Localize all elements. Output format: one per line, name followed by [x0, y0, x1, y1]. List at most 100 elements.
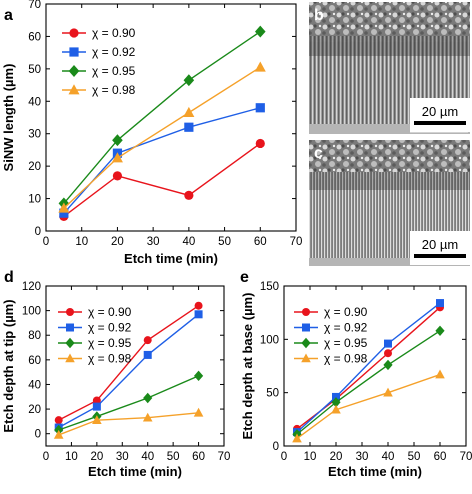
panel-c-letter: c — [314, 145, 323, 162]
data-point — [384, 349, 392, 358]
data-point — [331, 397, 341, 408]
legend-label: χ = 0.98 — [92, 83, 136, 97]
x-axis-title: Etch time (min) — [328, 464, 422, 479]
y-tick-label: 40 — [28, 379, 41, 391]
chart-d: 0 10 20 30 40 50 60 70 0 20 40 60 80 100 120 Etch time … — [1, 281, 230, 479]
data-point — [112, 134, 123, 147]
data-point — [183, 106, 195, 118]
series-line — [296, 306, 441, 430]
legend-marker — [301, 337, 311, 349]
data-point — [143, 392, 153, 404]
y-tick-label: 40 — [28, 96, 41, 108]
x-axis-title: Etch time (min) — [124, 251, 218, 266]
data-point — [194, 310, 203, 319]
legend-label: χ = 0.98 — [324, 352, 368, 366]
legend-label: χ = 0.95 — [88, 336, 132, 350]
y-tick-label: 0 — [273, 441, 279, 453]
scale-bar-label-b: 20 µm — [422, 104, 458, 119]
data-point — [384, 339, 392, 348]
series-line — [63, 66, 261, 209]
x-tick-label: 40 — [141, 451, 154, 463]
sem-image-b: b 20 µm — [309, 2, 470, 134]
series-line — [296, 373, 441, 440]
plot-frame — [45, 3, 297, 232]
data-point — [292, 433, 302, 443]
scale-bar-box-c — [410, 231, 470, 265]
x-tick-label: 50 — [167, 451, 180, 463]
panel-e-letter: e — [240, 269, 249, 286]
y-tick-label: 60 — [28, 31, 41, 43]
series-line — [58, 412, 199, 436]
legend-marker — [68, 84, 80, 95]
legend-marker — [65, 337, 75, 349]
data-point — [254, 61, 266, 72]
x-tick-label: 0 — [43, 236, 49, 248]
legend-marker — [301, 353, 311, 363]
legend-label: χ = 0.90 — [92, 26, 136, 40]
x-tick-label: 40 — [382, 451, 395, 463]
data-point — [255, 138, 265, 149]
y-tick-label: 0 — [35, 226, 41, 238]
panel-b-letter: b — [314, 7, 324, 24]
series-line — [296, 330, 441, 435]
legend-marker — [302, 323, 310, 332]
panel-d-letter: d — [4, 269, 14, 286]
y-tick-label: 100 — [22, 306, 41, 318]
legend-label: χ = 0.92 — [324, 321, 368, 335]
data-point — [184, 122, 194, 132]
y-tick-label: 10 — [28, 194, 41, 206]
x-tick-label: 60 — [254, 236, 267, 248]
data-point — [92, 415, 102, 424]
y-tick-label: 50 — [266, 388, 279, 400]
x-tick-label: 70 — [218, 451, 231, 463]
legend-marker — [65, 353, 75, 363]
sem-image-c: c 20 µm — [309, 140, 470, 266]
y-axis-title: Etch depth at tip (µm) — [1, 299, 16, 432]
plot-frame — [283, 285, 467, 447]
scale-bar-b — [414, 121, 466, 125]
x-axis-title: Etch time (min) — [88, 464, 182, 479]
data-point — [143, 350, 152, 359]
x-tick-label: 50 — [408, 451, 421, 463]
data-point — [255, 103, 265, 113]
plot-frame — [45, 285, 225, 447]
series-line — [63, 107, 261, 214]
chart-a: 0 10 20 30 40 50 60 70 0 10 20 30 40 50 60 70 Etch time … — [1, 0, 302, 266]
data-point — [59, 208, 69, 218]
legend-marker — [66, 323, 74, 332]
y-tick-label: 100 — [260, 334, 279, 346]
y-tick-label: 120 — [22, 281, 41, 293]
data-point — [435, 325, 445, 336]
data-point — [92, 402, 101, 411]
legend-label: χ = 0.92 — [92, 45, 136, 59]
chart-e: 0 10 20 30 40 50 60 70 0 50 100 150 Etch time (min) E… — [240, 281, 472, 479]
y-tick-label: 70 — [28, 0, 41, 11]
x-tick-label: 0 — [281, 451, 287, 463]
data-point — [383, 359, 393, 371]
y-tick-label: 20 — [28, 161, 41, 173]
scale-bar-c — [414, 254, 466, 258]
x-tick-label: 20 — [330, 451, 343, 463]
data-point — [183, 74, 195, 87]
x-tick-label: 30 — [116, 451, 129, 463]
x-tick-label: 10 — [304, 451, 317, 463]
data-point — [143, 336, 152, 345]
y-axis-title: SiNW length (µm) — [1, 64, 16, 172]
data-point — [254, 25, 266, 38]
legend-marker — [69, 28, 79, 38]
series-line — [63, 142, 261, 217]
data-point — [383, 387, 393, 397]
x-tick-label: 70 — [460, 451, 472, 463]
data-point — [194, 301, 203, 310]
series-line — [63, 30, 261, 204]
x-tick-label: 0 — [43, 451, 49, 463]
x-tick-label: 30 — [147, 236, 160, 248]
x-tick-label: 10 — [75, 236, 88, 248]
y-tick-label: 0 — [35, 429, 41, 441]
y-tick-label: 80 — [28, 330, 41, 342]
legend-marker — [69, 47, 79, 57]
x-tick-label: 70 — [290, 236, 303, 248]
x-tick-label: 20 — [90, 451, 103, 463]
x-tick-label: 10 — [65, 451, 78, 463]
